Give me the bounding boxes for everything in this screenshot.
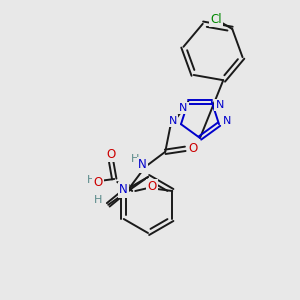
Text: H: H [131, 154, 140, 164]
Text: O: O [106, 148, 116, 160]
Text: N: N [216, 100, 224, 110]
Text: H: H [87, 175, 95, 185]
Text: N: N [169, 116, 177, 126]
Text: H: H [94, 195, 102, 205]
Text: N: N [223, 116, 231, 126]
Text: Cl: Cl [211, 13, 222, 26]
Text: N: N [119, 183, 128, 196]
Text: O: O [148, 181, 157, 194]
Text: O: O [189, 142, 198, 155]
Text: O: O [94, 176, 103, 190]
Text: N: N [179, 103, 188, 113]
Text: N: N [138, 158, 147, 171]
